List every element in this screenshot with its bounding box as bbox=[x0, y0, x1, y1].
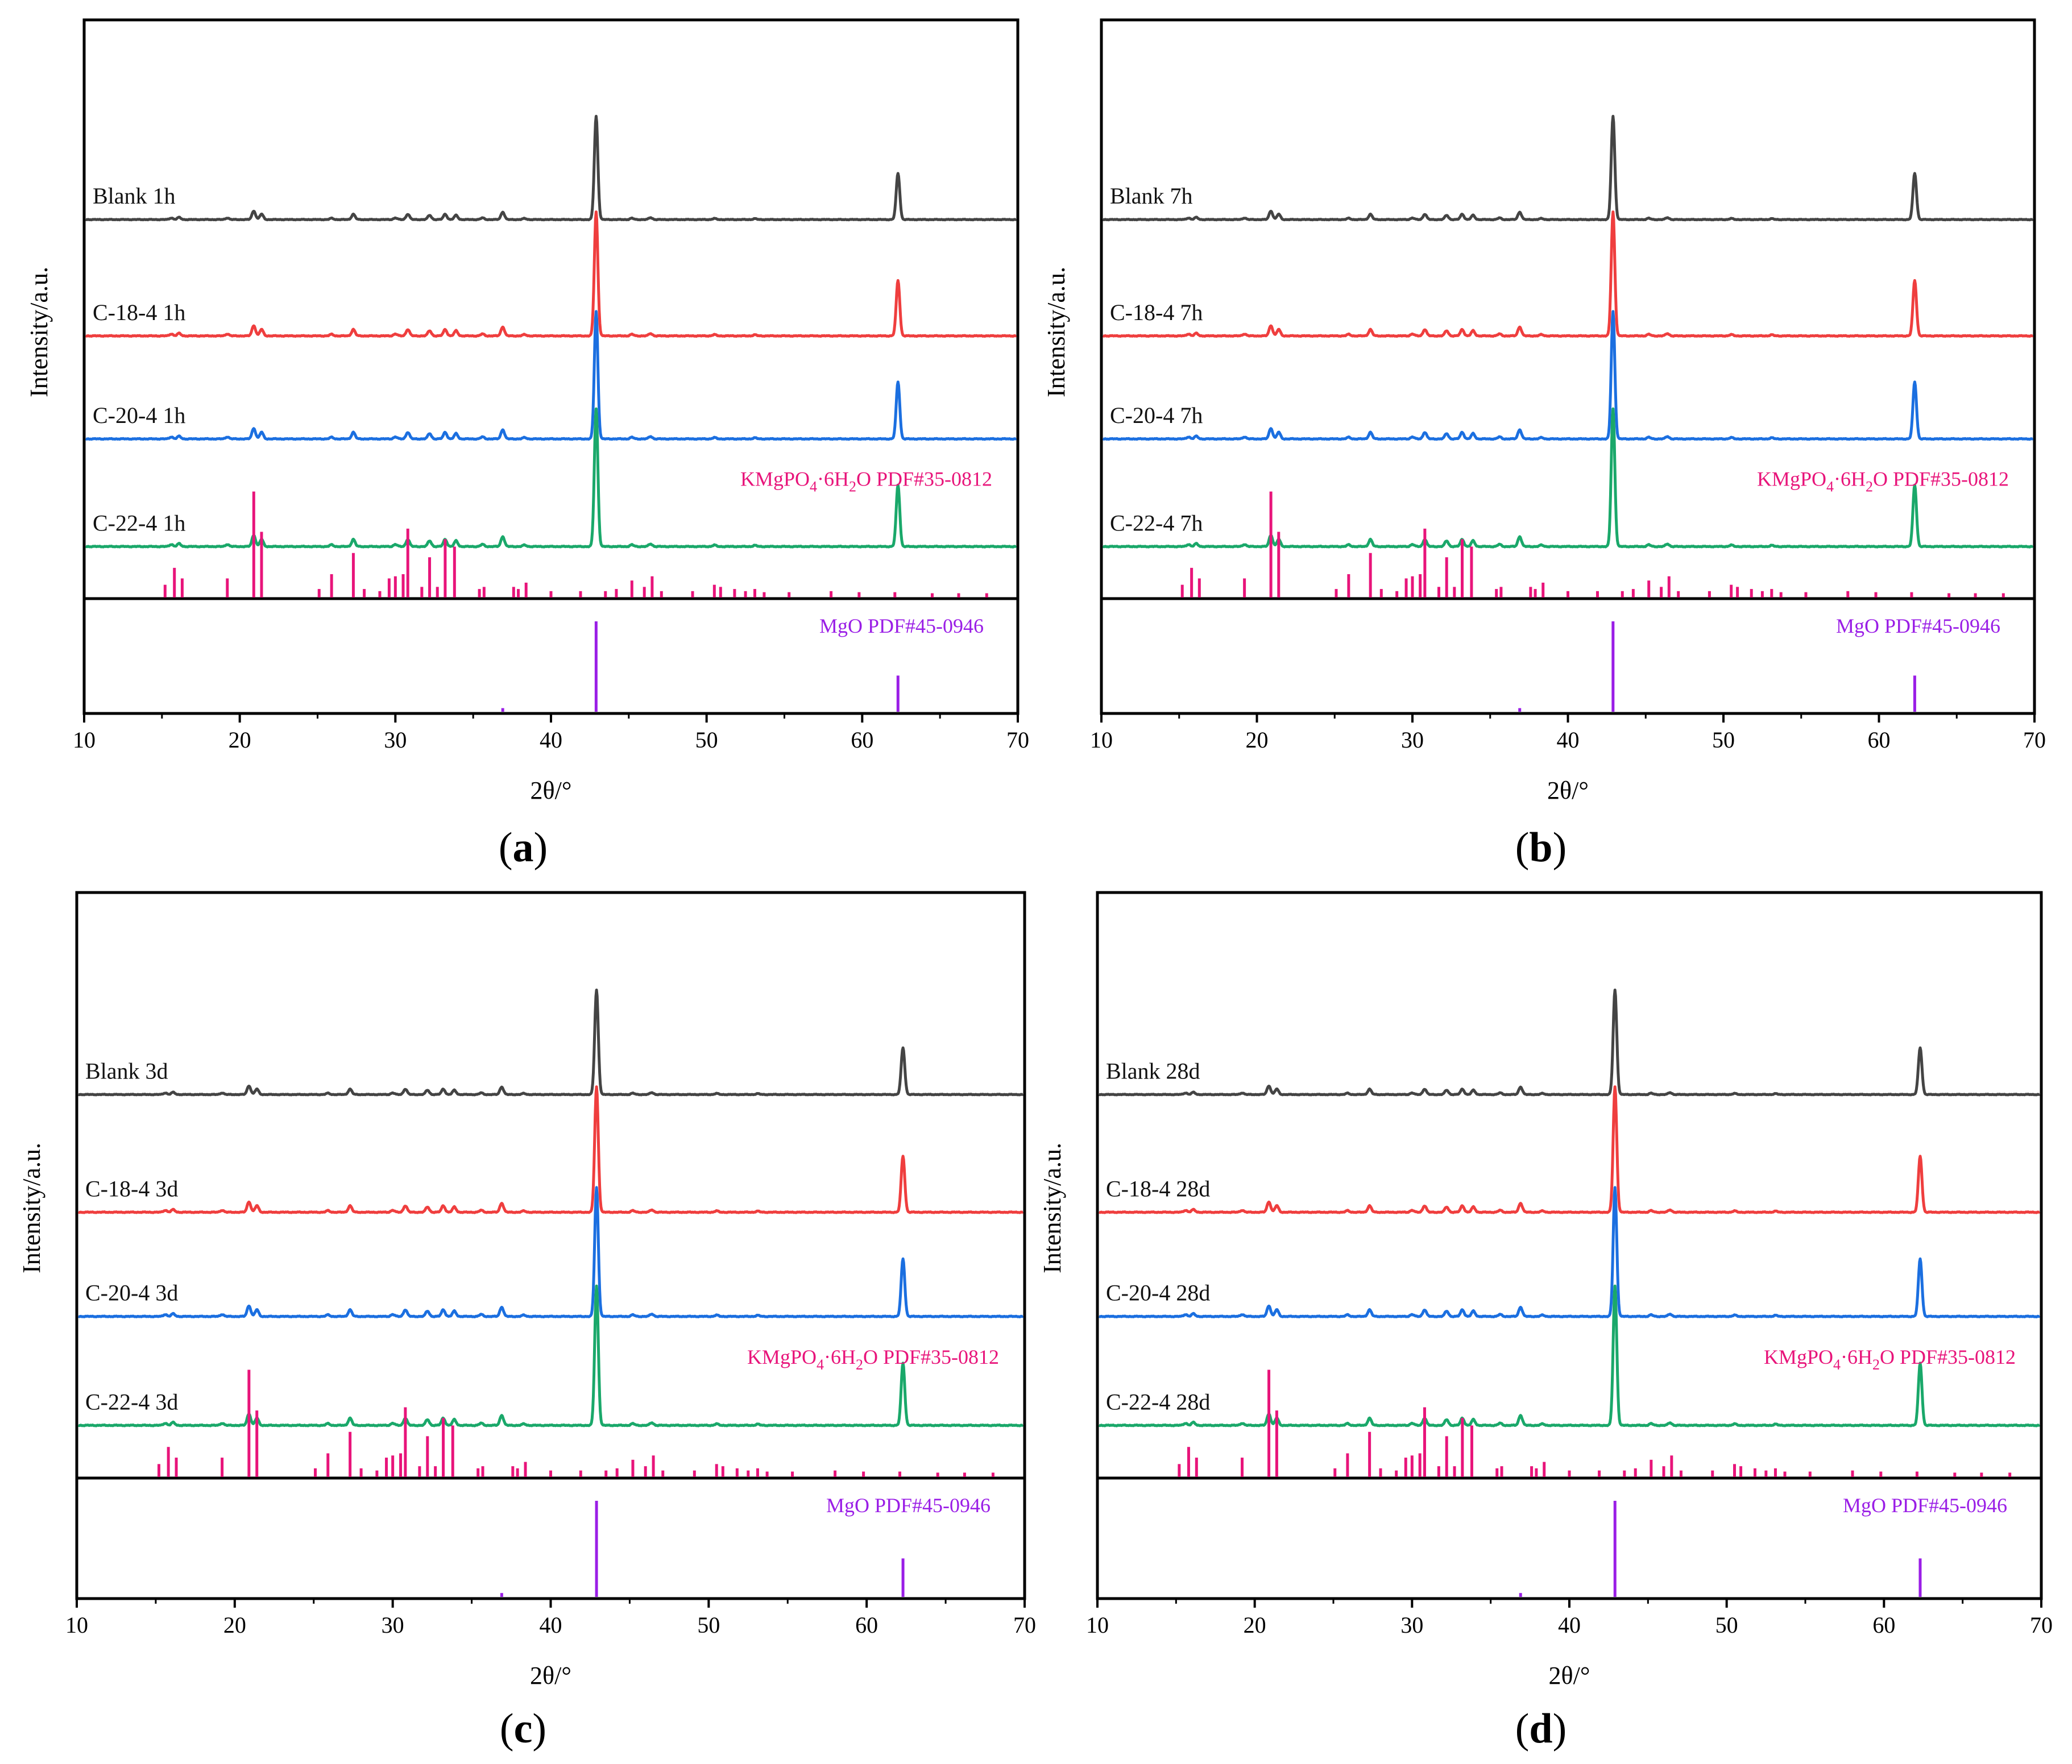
series-line-c-22-4 bbox=[1098, 1284, 2041, 1427]
x-tick-label: 50 bbox=[1712, 727, 1735, 753]
x-tick-label: 40 bbox=[1557, 727, 1580, 753]
series-line-c-18-4 bbox=[85, 210, 1017, 338]
x-tick-label: 10 bbox=[1086, 1612, 1109, 1638]
x-tick-label: 20 bbox=[1246, 727, 1269, 753]
x-tick-label: 40 bbox=[540, 727, 562, 753]
series-line-c-20-4 bbox=[77, 1186, 1024, 1318]
kmgpo4-reference-label: KMgPO4​·6H2​O PDF#35-0812 bbox=[1757, 467, 2009, 495]
series-line-blank bbox=[77, 989, 1024, 1097]
x-tick-label: 70 bbox=[1006, 727, 1029, 753]
series-line-c-22-4 bbox=[77, 1284, 1024, 1427]
series-label: Blank 7h bbox=[1110, 183, 1193, 209]
x-axis-label: 2θ/° bbox=[530, 1662, 571, 1690]
series-line-c-22-4 bbox=[85, 407, 1017, 549]
mgo-reference-label: MgO PDF#45-0946 bbox=[826, 1494, 991, 1517]
x-tick-label: 20 bbox=[229, 727, 251, 753]
plot-frame bbox=[1100, 18, 2036, 715]
series-label: C-22-4 28d bbox=[1106, 1389, 1210, 1414]
series-label: C-18-4 7h bbox=[1110, 300, 1203, 325]
series-line-c-20-4 bbox=[85, 310, 1017, 441]
x-tick-label: 30 bbox=[384, 727, 407, 753]
panel-c: 10 20 30 40 50 60 70 2θ/° Intensity/a.u. (c) Blank… bbox=[18, 891, 1036, 1752]
x-tick-label: 30 bbox=[1401, 727, 1424, 753]
x-tick-label: 40 bbox=[540, 1612, 562, 1638]
series-label: C-20-4 7h bbox=[1110, 402, 1203, 428]
series-line-c-18-4 bbox=[1102, 210, 2034, 338]
kmgpo4-reference-label: KMgPO4​·6H2​O PDF#35-0812 bbox=[747, 1346, 999, 1373]
x-tick-label: 30 bbox=[382, 1612, 404, 1638]
series-label: C-20-4 3d bbox=[85, 1280, 178, 1306]
panel-caption: (b) bbox=[1515, 824, 1567, 871]
x-tick-label: 50 bbox=[697, 1612, 720, 1638]
y-axis-label: Intensity/a.u. bbox=[18, 1143, 45, 1273]
mgo-reference-label: MgO PDF#45-0946 bbox=[819, 615, 984, 637]
x-tick-label: 10 bbox=[73, 727, 96, 753]
series-label: Blank 1h bbox=[93, 183, 176, 209]
series-label: C-20-4 1h bbox=[93, 402, 185, 428]
series-label: C-18-4 1h bbox=[93, 300, 185, 325]
x-tick-label: 10 bbox=[1090, 727, 1113, 753]
x-tick-label: 60 bbox=[855, 1612, 878, 1638]
x-tick-label: 60 bbox=[1872, 1612, 1895, 1638]
y-axis-label: Intensity/a.u. bbox=[25, 267, 53, 397]
series-line-c-18-4 bbox=[77, 1085, 1024, 1214]
plot-frame bbox=[75, 891, 1026, 1600]
series-label: C-18-4 3d bbox=[85, 1176, 178, 1201]
panel-d: 10 20 30 40 50 60 70 2θ/° Intensity/a.u. (d) Blank… bbox=[1038, 891, 2053, 1752]
x-tick-label: 60 bbox=[851, 727, 873, 753]
x-axis-label: 2θ/° bbox=[1547, 777, 1589, 804]
plot-frame bbox=[82, 18, 1020, 715]
y-axis-label: Intensity/a.u. bbox=[1038, 1143, 1066, 1273]
x-tick-label: 60 bbox=[1868, 727, 1891, 753]
panel-caption: (a) bbox=[499, 824, 548, 871]
panel-a: 10 20 30 40 50 60 70 2θ/° Intensity/a.u. (a) Blank… bbox=[25, 18, 1029, 871]
y-axis-label: Intensity/a.u. bbox=[1042, 267, 1070, 397]
series-label: C-20-4 28d bbox=[1106, 1280, 1210, 1306]
series-label: C-22-4 7h bbox=[1110, 510, 1203, 536]
kmgpo4-reference-label: KMgPO4​·6H2​O PDF#35-0812 bbox=[1764, 1346, 2016, 1373]
panel-caption: (c) bbox=[500, 1705, 546, 1752]
mgo-reference-label: MgO PDF#45-0946 bbox=[1836, 615, 2000, 637]
x-tick-label: 10 bbox=[65, 1612, 88, 1638]
plot-frame bbox=[1096, 891, 2043, 1600]
kmgpo4-reference-label: KMgPO4​·6H2​O PDF#35-0812 bbox=[740, 467, 992, 495]
panel-b: 10 20 30 40 50 60 70 2θ/° Intensity/a.u. (b) Blank… bbox=[1042, 18, 2046, 871]
x-tick-label: 70 bbox=[1013, 1612, 1036, 1638]
x-tick-label: 20 bbox=[223, 1612, 246, 1638]
series-line-blank bbox=[1098, 989, 2041, 1097]
x-axis-label: 2θ/° bbox=[1549, 1662, 1590, 1690]
x-tick-label: 30 bbox=[1400, 1612, 1423, 1638]
series-label: C-18-4 28d bbox=[1106, 1176, 1210, 1201]
series-line-c-22-4 bbox=[1102, 407, 2034, 549]
x-tick-label: 50 bbox=[695, 727, 718, 753]
series-line-c-20-4 bbox=[1098, 1186, 2041, 1318]
series-line-blank bbox=[85, 115, 1017, 222]
series-label: Blank 28d bbox=[1106, 1058, 1200, 1084]
series-label: Blank 3d bbox=[85, 1058, 168, 1084]
x-tick-label: 20 bbox=[1244, 1612, 1266, 1638]
x-tick-label: 70 bbox=[2023, 727, 2046, 753]
x-tick-label: 70 bbox=[2030, 1612, 2053, 1638]
mgo-reference-label: MgO PDF#45-0946 bbox=[1843, 1494, 2007, 1517]
series-label: C-22-4 3d bbox=[85, 1389, 178, 1414]
series-line-blank bbox=[1102, 115, 2034, 222]
x-axis-label: 2θ/° bbox=[531, 777, 572, 804]
series-label: C-22-4 1h bbox=[93, 510, 185, 536]
x-tick-label: 50 bbox=[1715, 1612, 1738, 1638]
series-line-c-18-4 bbox=[1098, 1085, 2041, 1214]
x-tick-label: 40 bbox=[1558, 1612, 1581, 1638]
series-line-c-20-4 bbox=[1102, 310, 2034, 441]
panel-caption: (d) bbox=[1515, 1705, 1567, 1752]
